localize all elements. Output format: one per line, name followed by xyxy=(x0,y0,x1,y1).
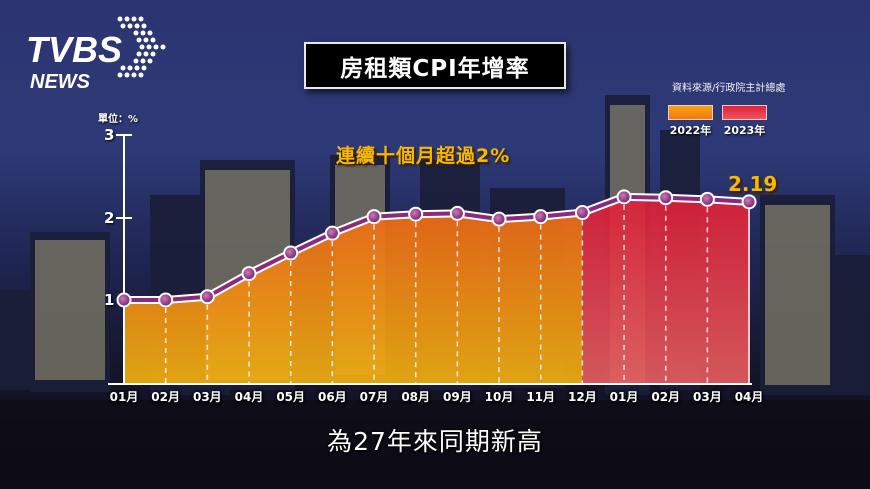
x-tick-label: 07月 xyxy=(359,390,389,404)
data-point-marker xyxy=(324,225,340,241)
highlight-annotation: 連續十個月超過2% xyxy=(336,145,511,167)
data-line xyxy=(124,194,750,302)
x-tick-label: 12月 xyxy=(568,390,597,404)
legend-swatch-2023 xyxy=(722,105,767,120)
y-tick-label-2: 2 xyxy=(104,209,115,227)
x-tick-label: 01月 xyxy=(109,390,139,404)
x-tick-label: 05月 xyxy=(276,390,306,404)
data-point-marker xyxy=(116,292,132,308)
vertical-dashed-gridlines xyxy=(164,201,750,384)
x-tick-label: 03月 xyxy=(192,390,222,404)
y-tick-label-3: 3 xyxy=(104,126,115,144)
logo-sub-text: NEWS xyxy=(30,71,91,93)
y-axis-unit-label: 單位：% xyxy=(98,114,139,125)
x-tick-label: 10月 xyxy=(484,390,514,404)
x-tick-label: 06月 xyxy=(317,390,347,404)
y-tick-label-1: 1 xyxy=(104,291,115,309)
data-point-marker xyxy=(658,190,674,206)
legend-label-2022: 2022年 xyxy=(669,124,712,137)
data-point-marker xyxy=(408,206,424,222)
x-tick-label: 01月 xyxy=(609,390,639,404)
data-point-marker xyxy=(741,194,757,210)
x-tick-label: 08月 xyxy=(401,390,431,404)
x-tick-label: 04月 xyxy=(734,390,764,404)
data-point-marker xyxy=(158,292,174,308)
data-source-label: 資料來源/行政院主計總處 xyxy=(672,83,786,94)
x-tick-label: 09月 xyxy=(443,390,472,404)
legend-label-2023: 2023年 xyxy=(723,124,766,137)
legend-swatch-2022 xyxy=(668,105,713,120)
news-subtitle-caption: 為27年來同期新高 xyxy=(327,427,543,456)
chart-title: 房租類CPI年增率 xyxy=(304,42,566,89)
data-point-marker xyxy=(699,191,715,207)
logo-brand-text: TVBS xyxy=(26,29,122,70)
data-point-marker xyxy=(283,245,299,261)
data-markers xyxy=(116,189,757,308)
data-point-marker xyxy=(366,209,382,225)
x-tick-label: 04月 xyxy=(234,390,264,404)
data-point-marker xyxy=(491,211,507,227)
data-point-marker xyxy=(241,266,257,282)
data-point-marker xyxy=(616,189,632,205)
data-point-marker xyxy=(199,289,215,305)
x-tick-label: 03月 xyxy=(693,390,722,404)
tvbs-logo-icon: TVBS NEWS xyxy=(26,16,166,93)
x-tick-label: 02月 xyxy=(151,390,180,404)
x-tick-label: 02月 xyxy=(651,390,681,404)
x-tick-label: 11月 xyxy=(526,390,556,404)
data-point-marker xyxy=(449,205,465,221)
tvbs-news-logo: TVBS NEWS xyxy=(24,14,174,94)
legend-item-2023: 2023年 xyxy=(722,105,767,138)
legend-item-2022: 2022年 xyxy=(668,105,713,138)
x-axis-labels: 01月 02月 03月 04月 05月 06月 07月 08月 09月 10月 11月 12月 01月 0… xyxy=(0,388,870,408)
data-point-marker xyxy=(574,205,590,221)
data-point-marker xyxy=(533,209,549,225)
last-value-label: 2.19 xyxy=(728,172,778,196)
area-2022 xyxy=(124,212,583,384)
